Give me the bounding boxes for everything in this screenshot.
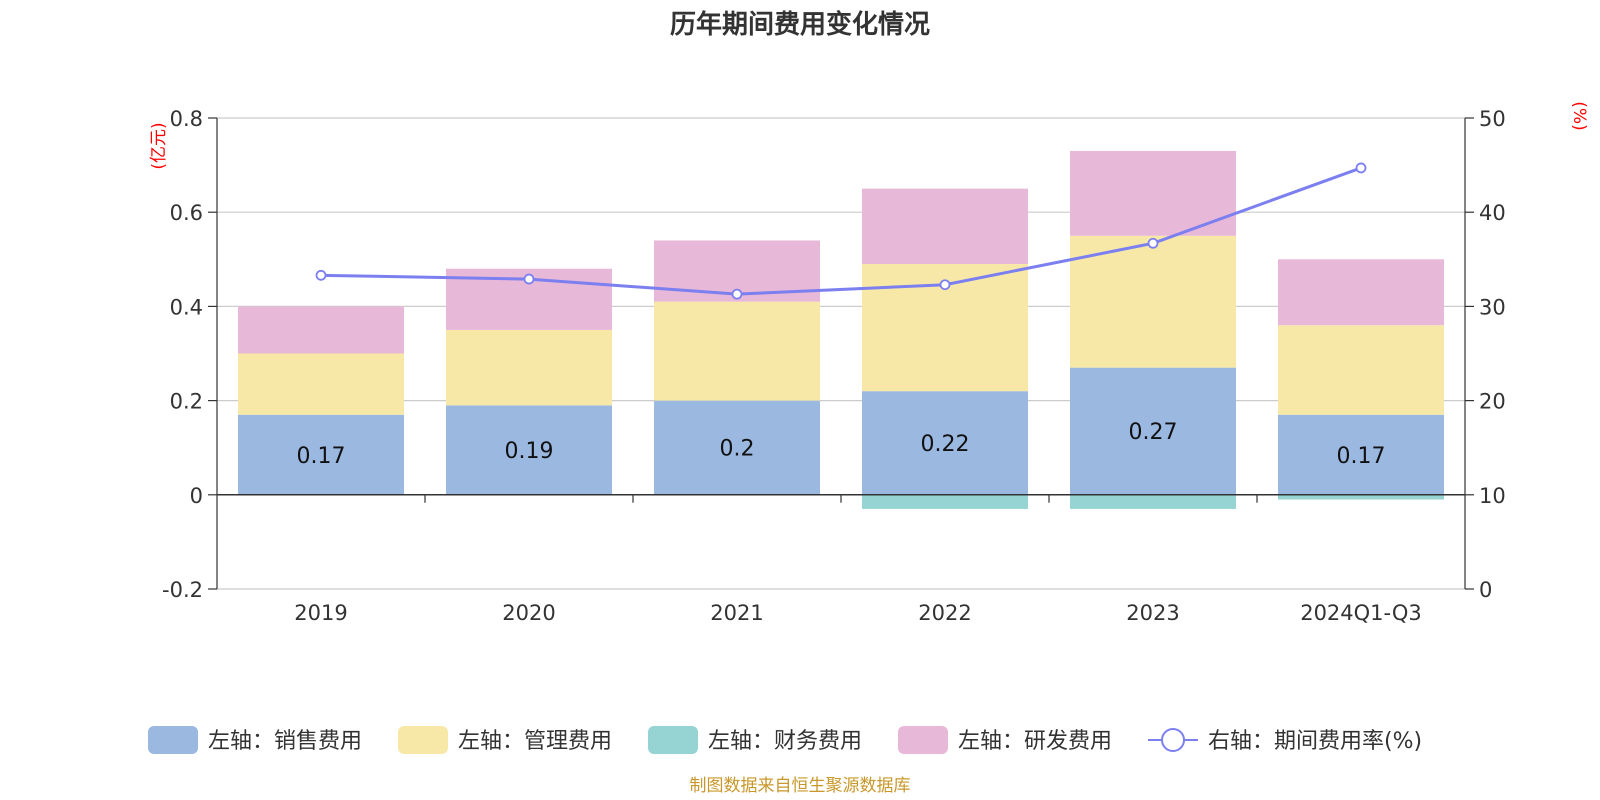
bar-segment [238, 353, 404, 415]
category-label: 2022 [918, 601, 971, 625]
bar-segment [1070, 494, 1236, 509]
bar-segment [1070, 367, 1236, 495]
category-label: 2024Q1-Q3 [1300, 601, 1422, 625]
bar-segment [238, 414, 404, 495]
bar-labels: 0.17 0.19 0.2 0.22 0.27 0.17 [297, 420, 1386, 469]
bar-value-label: 0.17 [1337, 444, 1386, 469]
bar-segment [1278, 259, 1444, 326]
legend-label: 左轴：销售费用 [208, 729, 362, 754]
legend-swatch [898, 726, 948, 754]
bar-segment [862, 188, 1028, 265]
legend-label: 左轴：管理费用 [458, 729, 612, 754]
bar-segment [1278, 325, 1444, 415]
bar-segment [238, 306, 404, 354]
bar-segment [862, 494, 1028, 509]
bar-segment [1070, 235, 1236, 368]
bar-segment [654, 301, 820, 401]
legend-label: 左轴：财务费用 [708, 729, 862, 754]
right-tick-label: 30 [1479, 295, 1506, 319]
right-tick-label: 40 [1479, 201, 1506, 225]
axes: -0.2 0 0.2 0.4 0.6 0.8 0 10 20 30 40 50 2019 2020 2021… [162, 107, 1506, 625]
bar-segment [1278, 414, 1444, 495]
rate-line [320, 166, 1362, 296]
left-tick-label: 0.2 [170, 390, 203, 414]
bar-value-label: 0.19 [505, 439, 554, 464]
left-tick-label: 0 [190, 484, 203, 508]
bar-value-label: 0.27 [1129, 420, 1178, 445]
bars-layer [238, 150, 1444, 509]
bar-value-label: 0.2 [720, 437, 755, 462]
legend-marker [1161, 728, 1185, 752]
legend-swatch [398, 726, 448, 754]
left-axis-unit: (亿元) [149, 122, 169, 169]
right-tick-label: 0 [1479, 578, 1492, 602]
right-axis-unit: (%) [1569, 101, 1589, 130]
bar-segment [862, 391, 1028, 495]
right-tick-label: 20 [1479, 390, 1506, 414]
right-tick-label: 10 [1479, 484, 1506, 508]
chart-title: 历年期间费用变化情况 [670, 9, 930, 40]
line-layer [315, 162, 1367, 300]
bar-segment [1070, 150, 1236, 236]
rate-point [939, 279, 951, 291]
legend-swatch [148, 726, 198, 754]
category-label: 2023 [1126, 601, 1179, 625]
legend-swatch [648, 726, 698, 754]
right-tick-label: 50 [1479, 107, 1506, 131]
left-tick-label: 0.6 [170, 201, 203, 225]
bar-segment [446, 329, 612, 406]
source-note: 制图数据来自恒生聚源数据库 [690, 776, 911, 796]
category-label: 2019 [294, 601, 347, 625]
legend-label: 左轴：研发费用 [958, 729, 1112, 754]
legend: 左轴：销售费用 左轴：管理费用 左轴：财务费用 左轴：研发费用 右轴：期间费用率(%) [148, 726, 1422, 754]
category-label: 2020 [502, 601, 555, 625]
category-label: 2021 [710, 601, 763, 625]
left-tick-label: 0.4 [170, 295, 203, 319]
rate-point [1355, 162, 1367, 174]
rate-point [731, 288, 743, 300]
left-tick-label: 0.8 [170, 107, 203, 131]
bar-value-label: 0.22 [921, 432, 970, 457]
rate-point [523, 273, 535, 285]
bar-segment [1278, 494, 1444, 500]
grid-lines [217, 117, 1465, 590]
rate-point [1147, 237, 1159, 249]
legend-label: 右轴：期间费用率(%) [1208, 729, 1422, 754]
bar-segment [654, 400, 820, 495]
bar-segment [446, 405, 612, 495]
bar-value-label: 0.17 [297, 444, 346, 469]
rate-point [315, 269, 327, 281]
left-tick-label: -0.2 [162, 578, 203, 602]
